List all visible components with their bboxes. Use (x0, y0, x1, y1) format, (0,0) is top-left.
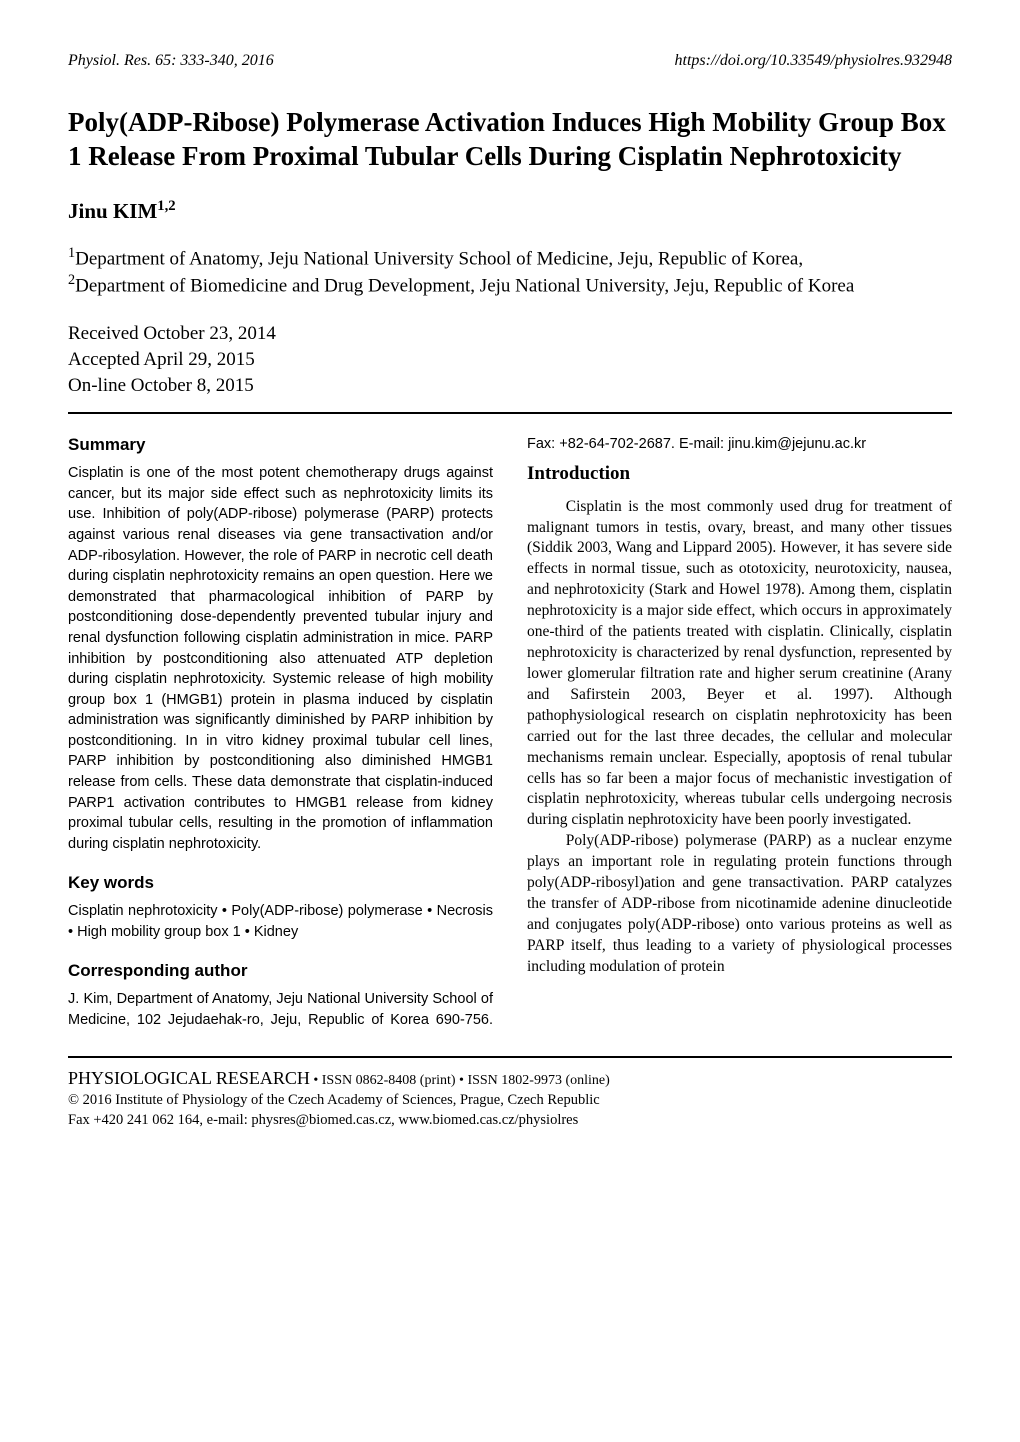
summary-heading: Summary (68, 434, 493, 457)
two-column-body: Summary Cisplatin is one of the most pot… (68, 434, 952, 1030)
divider-footer (68, 1056, 952, 1058)
keywords-heading: Key words (68, 872, 493, 895)
footer-issn-print: • ISSN 0862-8408 (310, 1073, 420, 1088)
date-accepted: Accepted April 29, 2015 (68, 347, 952, 373)
date-online: On-line October 8, 2015 (68, 373, 952, 399)
footer-copyright: © 2016 Institute of Physiology of the Cz… (68, 1091, 952, 1111)
introduction-heading: Introduction (527, 461, 952, 487)
page: Physiol. Res. 65: 333-340, 2016 https://… (0, 0, 1020, 1442)
corresponding-heading: Corresponding author (68, 960, 493, 983)
doi-link[interactable]: https://doi.org/10.33549/physiolres.9329… (675, 52, 952, 70)
author-name: Jinu KIM (68, 199, 157, 223)
author-block: Jinu KIM1,2 (68, 198, 952, 224)
introduction-body: Cisplatin is the most commonly used drug… (527, 497, 952, 978)
affiliation-2: Department of Biomedicine and Drug Devel… (75, 276, 854, 297)
affiliations: 1Department of Anatomy, Jeju National Un… (68, 244, 952, 300)
summary-text: Cisplatin is one of the most potent chem… (68, 463, 493, 854)
author-affil-sup: 1,2 (157, 198, 175, 214)
date-received: Received October 23, 2014 (68, 321, 952, 347)
intro-paragraph-2: Poly(ADP-ribose) polymerase (PARP) as a … (527, 831, 952, 977)
running-header: Physiol. Res. 65: 333-340, 2016 https://… (68, 52, 952, 70)
footer-issn-online: • ISSN 1802-9973 (456, 1073, 566, 1088)
footer-contact: Fax +420 241 062 164, e-mail: physres@bi… (68, 1111, 952, 1131)
affiliation-1: Department of Anatomy, Jeju National Uni… (75, 248, 803, 269)
footer-print-note: (print) (420, 1073, 456, 1088)
article-title: Poly(ADP-Ribose) Polymerase Activation I… (68, 106, 952, 174)
footer-line-1: PHYSIOLOGICAL RESEARCH • ISSN 0862-8408 … (68, 1066, 952, 1091)
page-footer: PHYSIOLOGICAL RESEARCH • ISSN 0862-8408 … (68, 1066, 952, 1130)
footer-online-note: (online) (565, 1073, 609, 1088)
divider-top (68, 412, 952, 414)
keywords-text: Cisplatin nephrotoxicity • Poly(ADP-ribo… (68, 901, 493, 942)
intro-paragraph-1: Cisplatin is the most commonly used drug… (527, 497, 952, 832)
footer-journal: PHYSIOLOGICAL RESEARCH (68, 1068, 310, 1088)
journal-ref: Physiol. Res. 65: 333-340, 2016 (68, 52, 274, 70)
article-dates: Received October 23, 2014 Accepted April… (68, 321, 952, 398)
